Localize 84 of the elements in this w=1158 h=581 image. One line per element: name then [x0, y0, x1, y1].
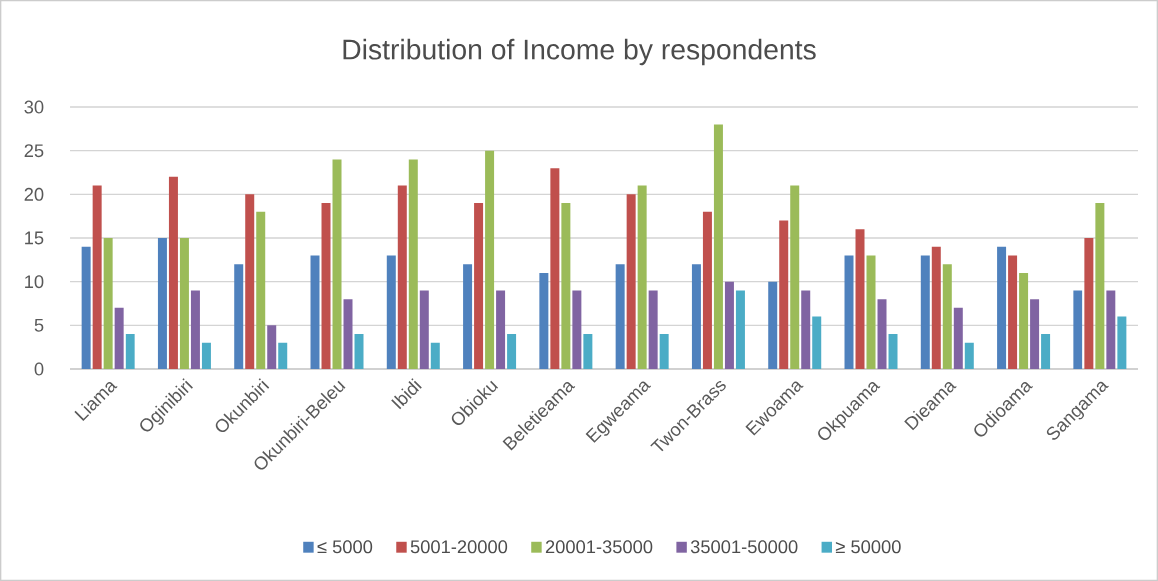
bar — [844, 255, 854, 369]
bar — [168, 176, 178, 369]
bar — [1073, 290, 1083, 369]
bar — [81, 246, 91, 369]
bar — [408, 159, 418, 369]
bar — [419, 290, 429, 369]
bar — [801, 290, 811, 369]
bar — [626, 194, 636, 369]
bar — [321, 203, 331, 369]
bar — [310, 255, 320, 369]
bar — [572, 290, 582, 369]
legend-label: 35001-50000 — [690, 540, 798, 554]
bar — [855, 229, 865, 369]
bar — [485, 150, 495, 369]
y-tick-label: 15 — [25, 231, 44, 245]
bar — [1008, 255, 1018, 369]
bar — [1041, 334, 1051, 369]
bar — [507, 334, 517, 369]
bar — [812, 316, 822, 369]
bar — [920, 255, 930, 369]
bar — [234, 264, 244, 369]
bar — [92, 185, 102, 369]
bar — [267, 325, 277, 369]
bar — [397, 185, 407, 369]
bar — [637, 185, 647, 369]
bar — [724, 281, 734, 369]
bar — [430, 342, 440, 369]
bar — [1084, 238, 1094, 369]
y-tick-label: 10 — [25, 275, 44, 289]
bar — [648, 290, 658, 369]
y-tick-label: 25 — [24, 144, 44, 158]
bar — [997, 246, 1007, 369]
bar — [179, 238, 189, 369]
bar — [125, 334, 135, 369]
bar — [942, 264, 952, 369]
x-tick-label: Ibidi — [391, 378, 422, 410]
bar — [386, 255, 396, 369]
bar — [779, 220, 789, 369]
y-tick-label: 20 — [24, 187, 44, 201]
bar — [332, 159, 342, 369]
bar — [245, 194, 255, 369]
legend-label: 5001-20000 — [410, 540, 508, 554]
bar — [702, 211, 712, 369]
bar — [1095, 203, 1105, 369]
y-tick-label: 5 — [34, 318, 44, 332]
bar — [463, 264, 473, 369]
bar — [1019, 272, 1029, 369]
bar — [256, 211, 266, 369]
bar — [713, 124, 723, 369]
bar — [561, 203, 571, 369]
y-tick-label: 0 — [34, 362, 44, 376]
bar — [964, 342, 974, 369]
bar — [1106, 290, 1116, 369]
bar — [539, 272, 549, 369]
bar — [888, 334, 898, 369]
bar — [1117, 316, 1127, 369]
y-tick-label: 30 — [24, 100, 44, 114]
bar — [931, 246, 941, 369]
bar — [659, 334, 669, 369]
bar — [114, 307, 124, 369]
bar — [877, 299, 887, 369]
bar — [735, 290, 745, 369]
legend-label: 20001-35000 — [545, 540, 653, 554]
bar — [768, 281, 778, 369]
legend-label: ≥ 50000 — [835, 540, 901, 554]
bar — [201, 342, 211, 369]
chart-title: Distribution of Income by respondents — [343, 38, 816, 66]
bar — [343, 299, 353, 369]
bar — [103, 238, 113, 369]
bar — [615, 264, 625, 369]
bar — [496, 290, 506, 369]
bar — [953, 307, 963, 369]
bar — [1030, 299, 1040, 369]
bar — [866, 255, 876, 369]
bar — [790, 185, 800, 369]
legend-label: ≤ 5000 — [317, 540, 373, 554]
bar — [474, 203, 484, 369]
bar — [190, 290, 200, 369]
bar — [354, 334, 364, 369]
bar — [583, 334, 593, 369]
bar — [157, 238, 167, 369]
bar — [278, 342, 288, 369]
bar — [550, 168, 560, 369]
bar — [691, 264, 701, 369]
